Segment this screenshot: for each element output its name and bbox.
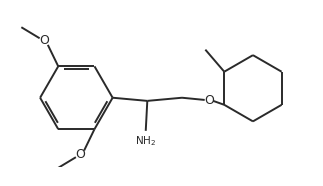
Text: O: O: [39, 34, 49, 47]
Text: NH$_2$: NH$_2$: [135, 135, 156, 148]
Text: O: O: [75, 148, 85, 161]
Text: O: O: [204, 94, 214, 107]
